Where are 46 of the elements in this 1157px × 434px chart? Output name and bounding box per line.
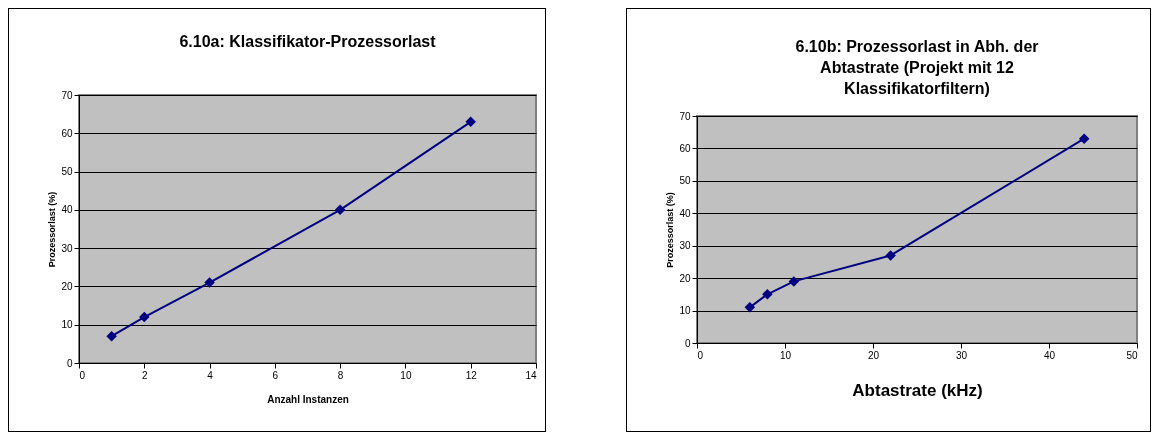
y-tick-label: 60 [61,127,73,139]
y-tick-label: 50 [61,166,73,178]
point [334,204,346,216]
y-tick-label: 0 [684,337,691,349]
chart-title: 6.10b: Prozessorlast in Abh. der Abtastrate (Projekt mit 12 Klassifikatorfiltern) [795,38,1039,97]
point [204,277,215,288]
y-tick-label: 70 [61,89,73,101]
x-axis-title: Anzahl Instanzen [267,393,349,405]
y-tick-label: 40 [679,207,691,219]
y-tick-label: 60 [679,142,691,154]
x-tick-label: 10 [400,369,412,381]
y-tick-label: 20 [679,272,691,284]
x-tick-label: 6 [272,369,279,381]
point [744,302,756,313]
y-tick-label: 40 [61,204,73,216]
x-tick-label: 30 [955,349,968,361]
point [885,250,896,261]
point [762,289,773,300]
y-tick-label: 20 [61,280,73,292]
y-tick-label: 0 [66,357,73,369]
y-tick-label: 30 [679,240,691,252]
x-tick-label: 2 [142,369,148,381]
x-tick-label: 20 [867,349,880,361]
y-tick-label: 70 [679,110,691,122]
y-tick-label: 10 [61,319,73,331]
y-axis-title: Prozessorlast (%) [665,192,676,268]
x-tick-label: 0 [697,349,704,361]
x-tick-label: 14 [525,369,537,381]
x-tick-label: 8 [337,369,344,381]
x-tick-label: 0 [79,369,86,381]
y-tick-label: 50 [679,175,691,187]
y-tick-label: 30 [61,242,73,254]
y-axis-title: Prozessorlast (%) [47,191,58,268]
x-tick-label: 50 [1126,349,1138,361]
point [465,116,476,128]
x-tick-label: 10 [779,349,792,361]
point [106,330,117,342]
y-tick-label: 10 [679,305,691,317]
point [788,276,800,287]
x-tick-label: 12 [465,369,478,381]
x-tick-label: 40 [1043,349,1056,361]
x-tick-label: 4 [207,369,214,381]
point [139,311,150,323]
x-axis-title: Abtastrate (kHz) [852,380,983,400]
point [1078,133,1090,144]
chart-title: 6.10a: Klassifikator-Prozessorlast [179,33,437,50]
